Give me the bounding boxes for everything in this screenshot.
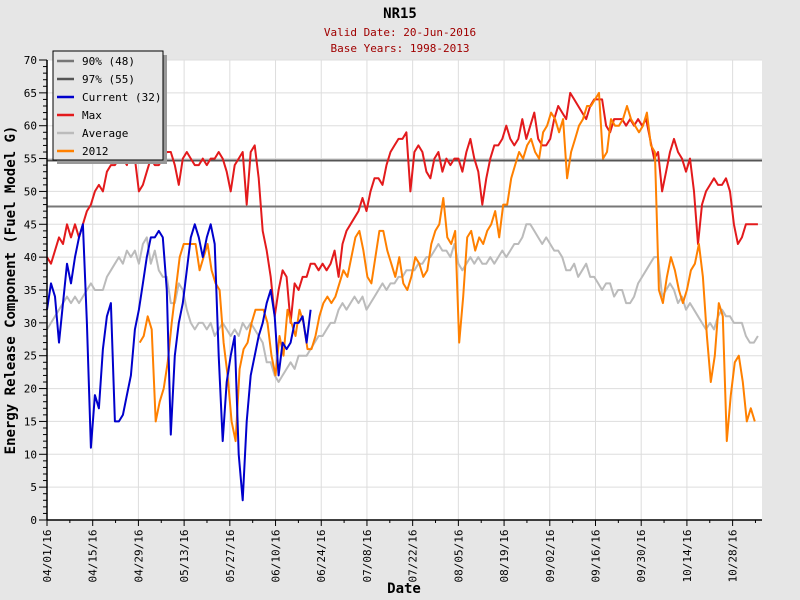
x-axis-label: Date <box>387 581 421 597</box>
x-tick-label: 07/08/16 <box>361 530 374 583</box>
x-tick-label: 06/24/16 <box>315 530 328 583</box>
legend-label: 90% (48) <box>82 55 135 68</box>
y-tick-label: 50 <box>24 185 37 198</box>
y-tick-label: 10 <box>24 448 37 461</box>
x-tick-label: 05/13/16 <box>178 530 191 583</box>
x-tick-label: 07/22/16 <box>407 530 420 583</box>
legend-label: Average <box>82 127 128 140</box>
y-axis-label: Energy Release Component (Fuel Model G) <box>3 126 19 455</box>
y-tick-label: 25 <box>24 350 37 363</box>
y-tick-label: 5 <box>30 481 37 494</box>
chart-subtitle-valid-date: Valid Date: 20-Jun-2016 <box>324 26 476 39</box>
legend: 90% (48) 97% (55) Current (32) Max Average 20… <box>52 50 167 164</box>
y-tick-label: 0 <box>30 514 37 527</box>
legend-label: Current (32) <box>82 91 161 104</box>
x-tick-label: 09/02/16 <box>544 530 557 583</box>
x-tick-label: 09/30/16 <box>635 530 648 583</box>
x-tick-label: 04/29/16 <box>132 530 145 583</box>
y-tick-label: 15 <box>24 415 37 428</box>
chart-subtitle-base-years: Base Years: 1998-2013 <box>330 42 469 55</box>
chart-title: NR15 <box>383 6 417 22</box>
x-tick-label: 08/05/16 <box>452 530 465 583</box>
y-tick-label: 55 <box>24 153 37 166</box>
legend-label: 2012 <box>82 145 109 158</box>
x-tick-label: 06/10/16 <box>270 530 283 583</box>
x-tick-label: 04/15/16 <box>87 530 100 583</box>
legend-box <box>52 50 164 161</box>
axes: 0 5 10 15 20 25 30 35 40 45 50 55 60 65 70 04/01/16 04/1… <box>24 54 762 582</box>
x-tick-label: 05/27/16 <box>224 530 237 583</box>
y-tick-label: 30 <box>24 317 37 330</box>
x-tick-label: 08/19/16 <box>498 530 511 583</box>
y-tick-label: 45 <box>24 218 37 231</box>
y-tick-label: 70 <box>24 54 37 67</box>
x-tick-label: 04/01/16 <box>41 530 54 583</box>
x-tick-label: 09/16/16 <box>589 530 602 583</box>
x-tick-label: 10/14/16 <box>681 530 694 583</box>
series-line-2012 <box>138 91 756 443</box>
legend-label: Max <box>82 109 102 122</box>
y-tick-label: 60 <box>24 120 37 133</box>
y-tick-label: 40 <box>24 251 37 264</box>
y-tick-label: 35 <box>24 284 37 297</box>
legend-label: 97% (55) <box>82 73 135 86</box>
y-tick-label: 65 <box>24 87 37 100</box>
series-line-current-32 <box>46 223 312 502</box>
y-tick-label: 20 <box>24 383 37 396</box>
x-tick-label: 10/28/16 <box>727 530 740 583</box>
